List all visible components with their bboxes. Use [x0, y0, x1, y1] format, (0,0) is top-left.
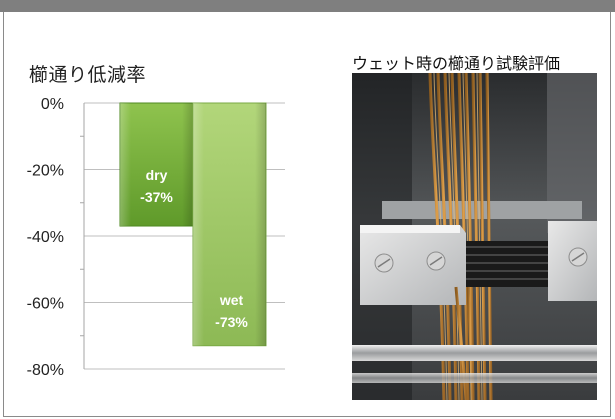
y-tick-label: -40%	[27, 229, 64, 246]
slide-frame	[3, 12, 611, 417]
bar-data-label: wet	[219, 292, 244, 308]
bars: dry -37% wet -73%	[119, 102, 267, 347]
y-tick-label: -20%	[27, 163, 64, 180]
y-tick-labels: 0% -20% -40% -60% -80%	[27, 96, 64, 379]
bar-data-label: -73%	[215, 314, 248, 330]
bar-shading	[120, 103, 193, 227]
bar-shading	[193, 103, 266, 346]
comb-test-photo	[352, 73, 597, 400]
bar-data-label: dry	[146, 167, 168, 183]
y-tick-label: -80%	[27, 362, 64, 379]
chart-title: 櫛通り低減率	[29, 64, 147, 86]
bar-data-label: -37%	[140, 189, 173, 205]
y-tick-label: -60%	[27, 296, 64, 313]
photo-caption: ウェット時の櫛通り試験評価	[352, 54, 561, 73]
minor-ticks	[80, 135, 84, 337]
y-tick-label: 0%	[41, 96, 64, 113]
header-bar	[0, 0, 615, 12]
